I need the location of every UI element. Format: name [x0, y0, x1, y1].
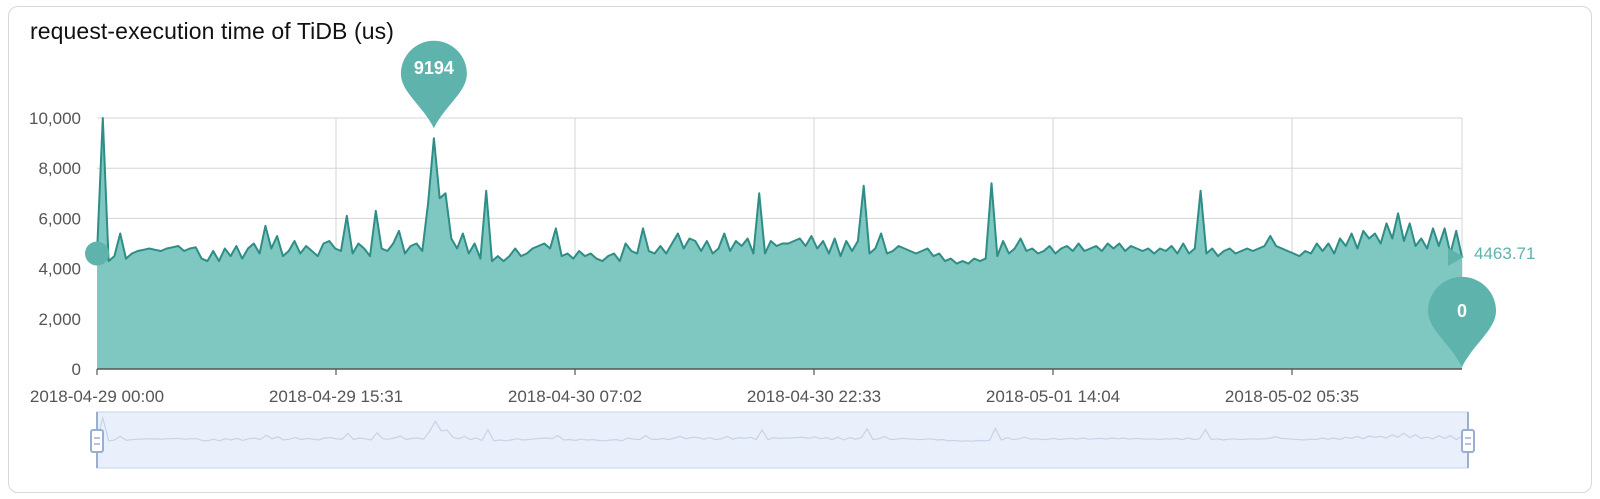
min-marker-pin	[1428, 276, 1496, 367]
y-tick-label: 8,000	[38, 159, 81, 178]
y-tick-label: 4,000	[38, 260, 81, 279]
zoom-handle-start[interactable]	[90, 429, 104, 453]
zoom-track	[96, 411, 1469, 469]
data-zoom-slider[interactable]	[90, 411, 1475, 469]
last-value-arrow	[1448, 247, 1464, 266]
series-layer	[96, 117, 1463, 369]
x-tick-label: 2018-05-02 05:35	[1225, 387, 1359, 406]
zoom-preview-line	[96, 415, 1469, 442]
y-axis-ticks: 0 2,000 4,000 6,000 8,000 10,000	[29, 109, 81, 379]
y-tick-label: 0	[72, 360, 81, 379]
max-marker-label: 9194	[414, 58, 454, 78]
y-tick-label: 2,000	[38, 310, 81, 329]
x-tick-label: 2018-04-29 15:31	[269, 387, 403, 406]
chart-title: request-execution time of TiDB (us)	[30, 18, 394, 44]
marker-layer: 9194 0 4463.71	[85, 40, 1535, 367]
series-start-point	[85, 241, 109, 266]
zoom-handle-end[interactable]	[1461, 429, 1475, 453]
x-tick-label: 2018-04-30 22:33	[747, 387, 881, 406]
last-value-label: 4463.71	[1474, 244, 1535, 263]
x-tick-label: 2018-05-01 14:04	[986, 387, 1120, 406]
x-axis-ticks: 2018-04-29 00:00 2018-04-29 15:31 2018-04-…	[30, 387, 1359, 406]
x-tick-label: 2018-04-29 00:00	[30, 387, 164, 406]
series-area	[97, 118, 1462, 369]
y-tick-label: 6,000	[38, 209, 81, 228]
x-tick-label: 2018-04-30 07:02	[508, 387, 642, 406]
axis-layer	[96, 368, 1462, 375]
series-line	[96, 117, 1463, 265]
max-marker-pin	[400, 40, 467, 129]
min-marker-label: 0	[1457, 301, 1467, 321]
y-tick-label: 10,000	[29, 109, 81, 128]
